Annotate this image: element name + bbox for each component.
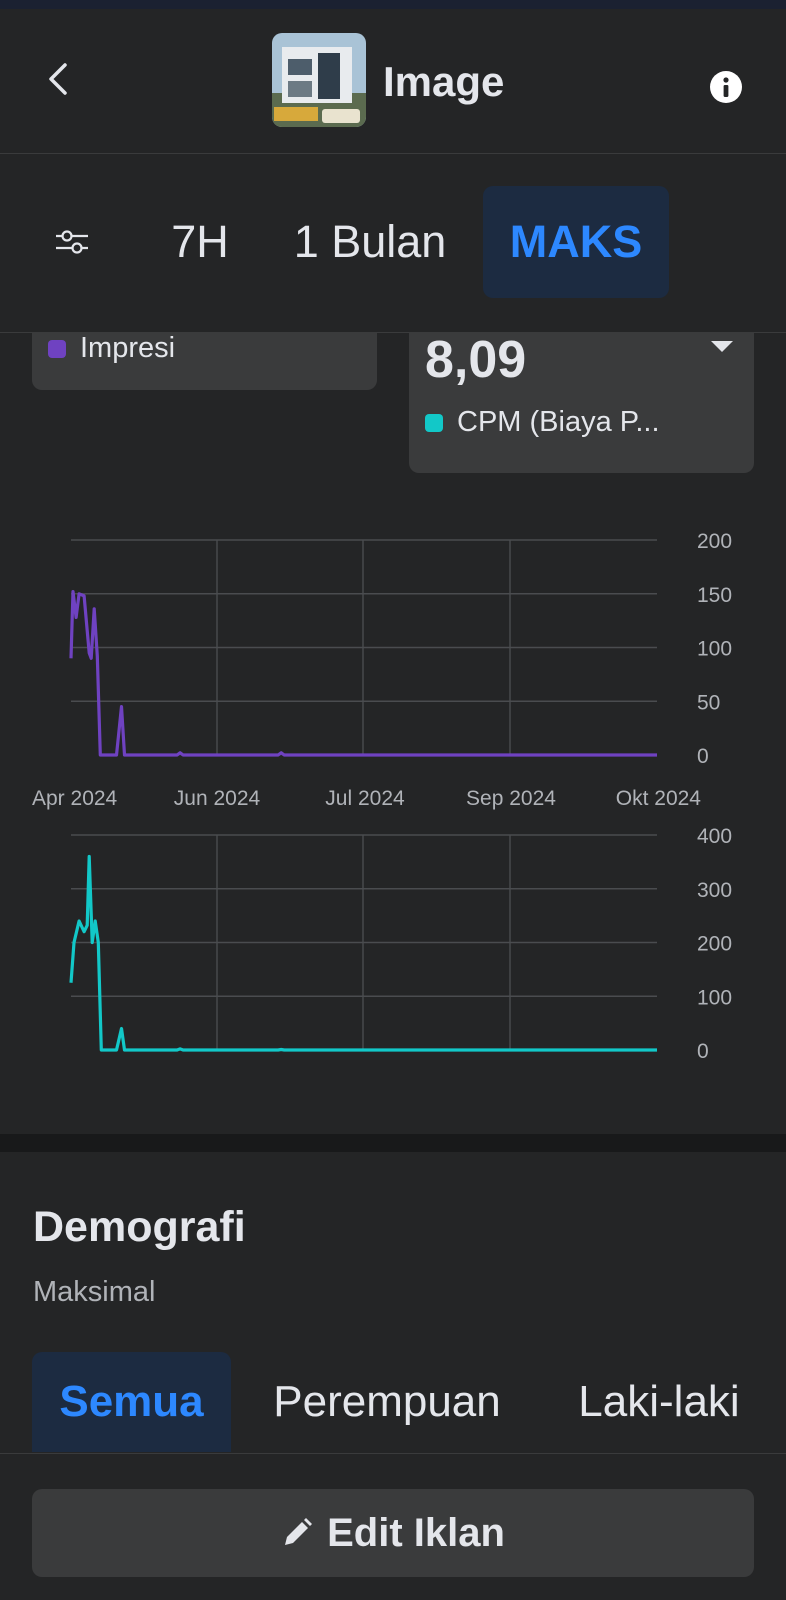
- x-tick-label: Sep 2024: [466, 787, 556, 810]
- range-7h[interactable]: 7H: [171, 216, 229, 267]
- y-tick-label: 0: [697, 1040, 709, 1063]
- status-strip: [0, 0, 786, 9]
- cpm-chart: 0 100 200 300 400: [69, 825, 732, 1063]
- x-tick-label: Okt 2024: [616, 787, 702, 810]
- section-title: Demografi: [33, 1203, 246, 1251]
- section-subtitle: Maksimal: [33, 1276, 156, 1308]
- y-tick-label: 0: [697, 745, 709, 768]
- header-title: Image: [383, 58, 505, 105]
- chevron-left-icon: [49, 63, 67, 95]
- y-tick-label: 100: [697, 986, 732, 1009]
- pencil-icon: [281, 1517, 313, 1549]
- info-icon: [710, 71, 742, 103]
- y-tick-label: 50: [697, 691, 720, 714]
- filter-button[interactable]: [48, 218, 96, 266]
- tab-semua[interactable]: Semua: [32, 1352, 231, 1452]
- range-maks[interactable]: MAKS: [483, 186, 669, 298]
- y-tick-label: 100: [697, 638, 732, 661]
- x-tick-label: Apr 2024: [32, 787, 118, 810]
- impresi-chart: 0 50 100 150 200 Apr 2024 Jun 2024 Jul 2024 Sep …: [32, 530, 732, 810]
- tab-perempuan[interactable]: Perempuan: [273, 1377, 501, 1426]
- y-tick-label: 150: [697, 584, 732, 607]
- bottom-action-bar: Edit Iklan: [0, 1453, 786, 1600]
- edit-ad-button[interactable]: Edit Iklan: [32, 1489, 754, 1577]
- sliders-icon: [56, 230, 88, 254]
- section-divider: [0, 1134, 786, 1152]
- legend-dot: [48, 339, 66, 358]
- ad-thumbnail: [272, 33, 366, 127]
- legend-impresi: Impresi: [48, 332, 175, 365]
- x-tick-label: Jun 2024: [174, 787, 261, 810]
- legend-dot: [425, 413, 443, 432]
- back-button[interactable]: [38, 59, 78, 99]
- series-line: [69, 854, 657, 1052]
- y-tick-label: 300: [697, 879, 732, 902]
- y-tick-label: 400: [697, 825, 732, 848]
- date-range-bar: 7H 1 Bulan MAKS: [0, 154, 786, 333]
- metric-label: Impresi: [80, 332, 176, 364]
- range-1-bulan[interactable]: 1 Bulan: [293, 216, 447, 267]
- legend-cpm: CPM (Biaya P...: [425, 406, 660, 439]
- y-tick-label: 200: [697, 530, 732, 553]
- tab-laki-laki[interactable]: Laki-laki: [578, 1377, 740, 1426]
- caret-down-icon[interactable]: [707, 336, 737, 356]
- header: Image: [0, 9, 786, 154]
- metric-label: CPM (Biaya P...: [457, 406, 660, 438]
- info-button[interactable]: [706, 67, 746, 107]
- series-line: [69, 590, 657, 757]
- edit-ad-label: Edit Iklan: [327, 1510, 505, 1555]
- x-tick-label: Jul 2024: [325, 787, 405, 810]
- metric-value: 8,09: [425, 331, 527, 389]
- y-tick-label: 200: [697, 933, 732, 956]
